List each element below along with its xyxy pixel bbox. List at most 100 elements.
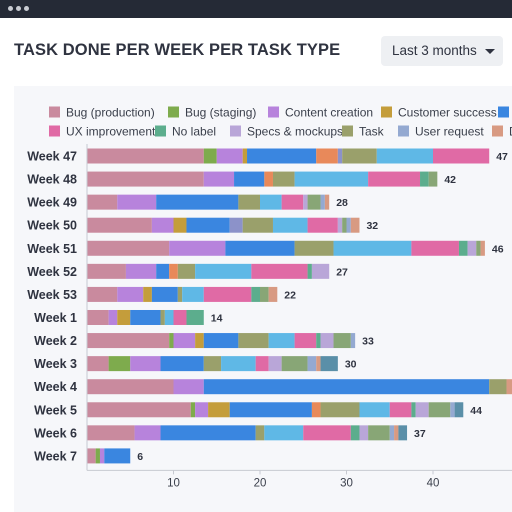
bar-segment-c3a86e0[interactable] [156,263,170,279]
bar-segment-content-creation[interactable] [117,286,144,302]
bar-segment-ux-improvement[interactable] [307,217,338,233]
bar-segment-user-request[interactable] [320,194,325,210]
bar-segment-user-request[interactable] [346,217,351,233]
bar-segment-c5a8fa8[interactable] [454,402,464,418]
bar-segment-specs-mockups[interactable] [337,217,343,233]
bar-segment-c8c92c9[interactable] [229,217,243,233]
bar-segment-c88a676[interactable] [307,194,321,210]
bar-segment-no-label[interactable] [307,263,312,279]
bar-segment-cd89a82[interactable] [268,286,278,302]
bar-segment-ux-improvement[interactable] [303,425,351,441]
bar-segment-c88a676[interactable] [333,333,351,349]
bar-segment-customer-success[interactable] [143,286,152,302]
bar-segment-bug-staging[interactable] [203,148,217,164]
bar-segment-bug-production[interactable] [87,402,191,418]
bar-segment-task[interactable] [177,286,183,302]
bar-segment-no-label[interactable] [411,402,416,418]
bar-segment-c88a676[interactable] [428,402,451,418]
bar-segment-task[interactable] [320,402,360,418]
bar-segment-c8c92c9[interactable] [337,148,343,164]
bar-segment-task[interactable] [489,379,507,395]
bar-segment-bug-staging[interactable] [108,356,131,372]
bar-segment-cd89a82[interactable] [316,356,321,372]
bar-segment-bug-production[interactable] [87,240,170,256]
bar-segment-specs-mockups[interactable] [467,240,477,256]
bar-segment-cd89a82[interactable] [480,240,485,256]
bar-segment-specs-mockups[interactable] [303,194,308,210]
bar-segment-cd89a82[interactable] [350,217,360,233]
bar-segment-ux-improvement[interactable] [433,148,490,164]
bar-segment-no-label[interactable] [251,286,260,302]
bar-segment-c3a86e0[interactable] [203,379,490,395]
bar-segment-bug-production[interactable] [87,309,109,325]
bar-segment-specs-mockups[interactable] [320,333,334,349]
bar-segment-bug-production[interactable] [87,286,118,302]
bar-segment-bug-production[interactable] [87,333,170,349]
bar-segment-content-creation[interactable] [125,263,157,279]
bar-segment-task[interactable] [238,333,269,349]
bar-segment-user-request[interactable] [307,356,317,372]
bar-segment-no-label[interactable] [458,240,468,256]
bar-segment-task[interactable] [203,356,222,372]
bar-segment-ce8895a[interactable] [311,402,321,418]
bar-segment-task[interactable] [160,309,165,325]
bar-segment-cd89a82[interactable] [324,194,330,210]
bar-segment-c5fb8e6[interactable] [264,425,304,441]
bar-segment-bug-production[interactable] [87,148,204,164]
bar-segment-content-creation[interactable] [173,379,204,395]
bar-segment-c88a676[interactable] [281,356,308,372]
bar-segment-ux-improvement[interactable] [368,171,421,187]
bar-segment-c3a86e0[interactable] [160,425,256,441]
bar-segment-c3a86e0[interactable] [156,194,239,210]
bar-segment-c3a86e0[interactable] [247,148,317,164]
bar-segment-task[interactable] [242,217,273,233]
bar-segment-user-request[interactable] [389,425,395,441]
bar-segment-bug-production[interactable] [87,263,126,279]
bar-segment-customer-success[interactable] [173,217,187,233]
bar-segment-no-label[interactable] [350,425,360,441]
window-dot-icon[interactable] [8,6,13,11]
bar-segment-content-creation[interactable] [216,148,243,164]
bar-segment-bug-production[interactable] [87,194,118,210]
bar-segment-c88a676[interactable] [260,286,269,302]
bar-segment-content-creation[interactable] [117,194,157,210]
bar-segment-bug-staging[interactable] [190,402,196,418]
bar-segment-user-request[interactable] [450,402,455,418]
bar-segment-c88a676[interactable] [368,425,390,441]
bar-segment-c3a86e0[interactable] [234,171,265,187]
bar-segment-c5fb8e6[interactable] [260,194,282,210]
bar-segment-bug-production[interactable] [87,217,152,233]
bar-segment-c3a86e0[interactable] [151,286,178,302]
bar-segment-specs-mockups[interactable] [311,263,330,279]
bar-segment-no-label[interactable] [420,171,429,187]
bar-segment-content-creation[interactable] [134,425,161,441]
bar-segment-specs-mockups[interactable] [359,425,369,441]
bar-segment-cd89a82[interactable] [506,379,512,395]
bar-segment-task[interactable] [342,148,377,164]
bar-segment-content-creation[interactable] [151,217,174,233]
bar-segment-customer-success[interactable] [208,402,230,418]
bar-segment-ux-improvement[interactable] [173,309,187,325]
bar-segment-content-creation[interactable] [108,309,118,325]
bar-segment-c88a676[interactable] [428,171,438,187]
bar-segment-task[interactable] [255,425,265,441]
bar-segment-content-creation[interactable] [130,356,161,372]
window-dot-icon[interactable] [16,6,21,11]
bar-segment-ce8895a[interactable] [316,148,338,164]
bar-segment-c5fb8e6[interactable] [272,217,308,233]
bar-segment-c88a676[interactable] [476,240,481,256]
bar-segment-c5fb8e6[interactable] [164,309,174,325]
bar-segment-c5fb8e6[interactable] [376,148,433,164]
bar-segment-c5fb8e6[interactable] [195,263,252,279]
bar-segment-bug-production[interactable] [87,425,135,441]
bar-segment-content-creation[interactable] [99,448,105,464]
bar-segment-specs-mockups[interactable] [268,356,282,372]
bar-segment-c88a676[interactable] [342,217,347,233]
bar-segment-c3a86e0[interactable] [160,356,204,372]
bar-segment-ux-improvement[interactable] [203,286,252,302]
bar-segment-c5a8fa8[interactable] [320,356,338,372]
bar-segment-c5fb8e6[interactable] [359,402,390,418]
bar-segment-task[interactable] [272,171,295,187]
bar-segment-content-creation[interactable] [195,402,209,418]
bar-segment-ux-improvement[interactable] [281,194,304,210]
